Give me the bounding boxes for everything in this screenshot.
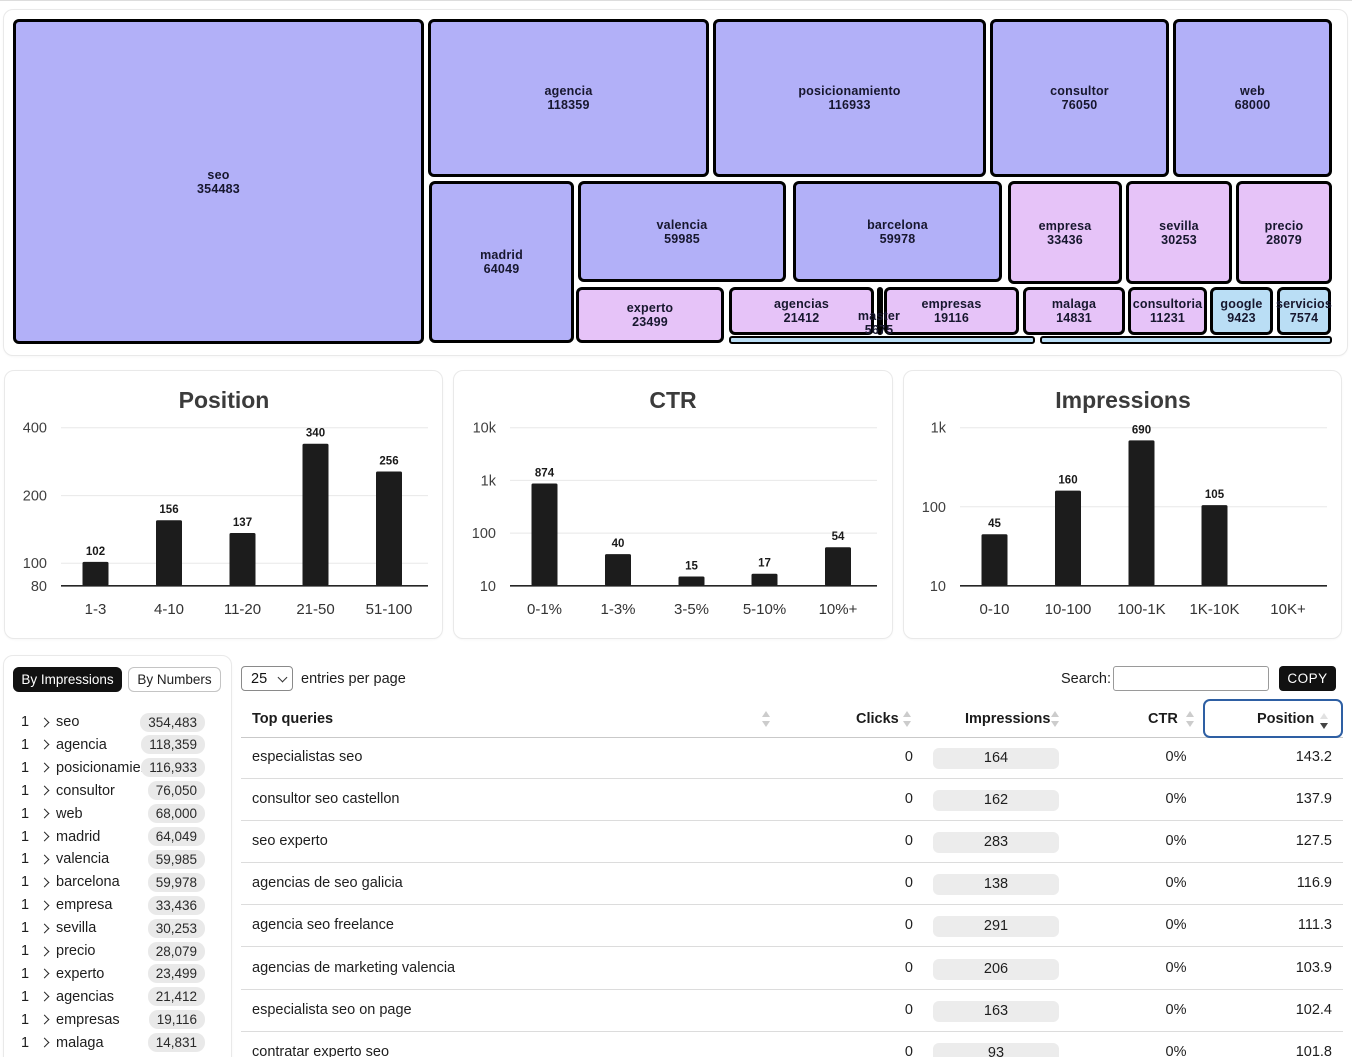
svg-text:160: 160 <box>1058 475 1077 487</box>
svg-text:102: 102 <box>86 546 105 558</box>
svg-text:40: 40 <box>612 538 625 550</box>
svg-text:1-3%: 1-3% <box>600 601 635 618</box>
svg-text:Position: Position <box>179 387 270 413</box>
svg-text:45: 45 <box>988 518 1001 530</box>
svg-text:CTR: CTR <box>649 387 697 413</box>
svg-text:400: 400 <box>23 421 47 437</box>
svg-text:690: 690 <box>1132 424 1151 436</box>
svg-text:340: 340 <box>306 428 325 440</box>
svg-text:1k: 1k <box>931 421 947 437</box>
svg-text:51-100: 51-100 <box>366 601 413 618</box>
svg-text:5-10%: 5-10% <box>743 601 786 618</box>
svg-text:1-3: 1-3 <box>85 601 107 618</box>
svg-text:100-1K: 100-1K <box>1117 601 1165 618</box>
svg-text:4-10: 4-10 <box>154 601 184 618</box>
svg-text:0-1%: 0-1% <box>527 601 562 618</box>
svg-text:1K-10K: 1K-10K <box>1189 601 1239 618</box>
svg-text:105: 105 <box>1205 489 1225 501</box>
svg-text:10%+: 10%+ <box>819 601 858 618</box>
svg-text:100: 100 <box>23 556 47 572</box>
svg-text:11-20: 11-20 <box>224 601 261 618</box>
svg-text:10-100: 10-100 <box>1045 601 1092 618</box>
svg-text:200: 200 <box>23 489 47 505</box>
svg-text:1k: 1k <box>481 473 497 489</box>
svg-text:80: 80 <box>31 579 47 595</box>
svg-text:156: 156 <box>159 504 178 516</box>
svg-text:3-5%: 3-5% <box>674 601 709 618</box>
svg-text:54: 54 <box>832 531 845 543</box>
svg-text:137: 137 <box>233 517 252 529</box>
svg-text:Impressions: Impressions <box>1055 387 1191 413</box>
svg-text:17: 17 <box>758 558 771 570</box>
svg-text:256: 256 <box>379 456 398 468</box>
svg-text:15: 15 <box>685 561 698 573</box>
svg-text:100: 100 <box>922 500 946 516</box>
svg-text:10K+: 10K+ <box>1270 601 1306 618</box>
svg-text:21-50: 21-50 <box>296 601 334 618</box>
svg-text:0-10: 0-10 <box>979 601 1009 618</box>
svg-text:874: 874 <box>535 468 555 480</box>
svg-text:10: 10 <box>930 579 946 595</box>
svg-text:10: 10 <box>480 579 496 595</box>
svg-text:10k: 10k <box>473 421 497 437</box>
svg-text:100: 100 <box>472 526 496 542</box>
